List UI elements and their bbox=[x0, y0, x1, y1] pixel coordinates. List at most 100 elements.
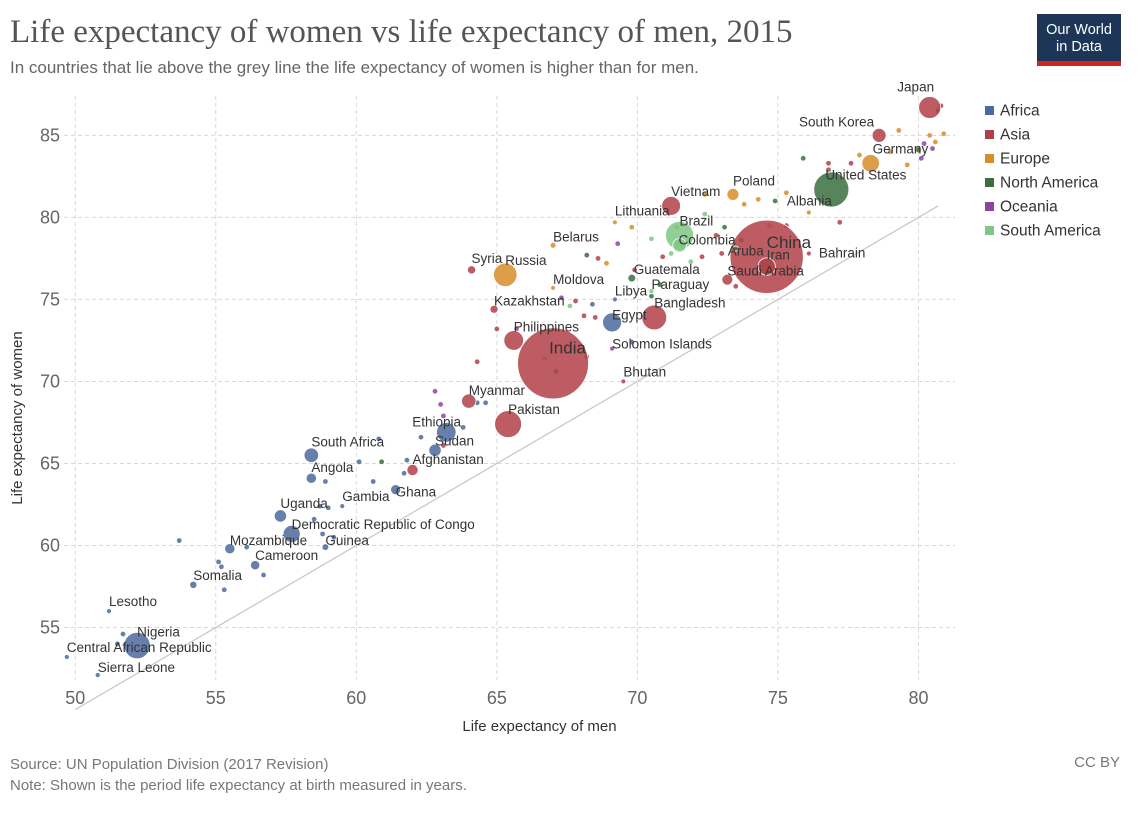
data-point[interactable] bbox=[370, 479, 376, 484]
data-point[interactable] bbox=[805, 250, 812, 257]
data-point[interactable] bbox=[432, 388, 438, 394]
data-point[interactable] bbox=[772, 198, 778, 204]
data-point[interactable] bbox=[436, 422, 457, 443]
data-point[interactable] bbox=[713, 233, 719, 238]
data-point[interactable] bbox=[106, 608, 112, 615]
data-point[interactable] bbox=[261, 572, 266, 578]
data-point[interactable] bbox=[581, 313, 587, 319]
data-point[interactable] bbox=[848, 160, 854, 166]
data-point[interactable] bbox=[123, 631, 151, 660]
data-point[interactable] bbox=[726, 187, 740, 201]
data-point[interactable] bbox=[406, 463, 419, 477]
data-point[interactable] bbox=[826, 167, 831, 173]
data-point[interactable] bbox=[305, 472, 317, 484]
data-point[interactable] bbox=[661, 196, 681, 216]
data-point[interactable] bbox=[331, 534, 337, 540]
data-point[interactable] bbox=[927, 132, 933, 138]
data-point[interactable] bbox=[503, 330, 524, 351]
data-point[interactable] bbox=[757, 257, 776, 276]
data-point[interactable] bbox=[489, 304, 499, 314]
data-point[interactable] bbox=[918, 155, 924, 161]
data-point[interactable] bbox=[474, 359, 480, 365]
data-point[interactable] bbox=[404, 457, 410, 463]
data-point[interactable] bbox=[460, 424, 466, 430]
data-point[interactable] bbox=[612, 296, 618, 303]
data-point[interactable] bbox=[783, 190, 789, 196]
license-link[interactable]: CC BY bbox=[1074, 754, 1120, 771]
legend-item-north-america[interactable]: North America bbox=[985, 175, 1099, 192]
data-point[interactable] bbox=[461, 393, 477, 409]
data-point[interactable] bbox=[466, 265, 477, 275]
data-point[interactable] bbox=[918, 96, 942, 119]
data-point[interactable] bbox=[356, 459, 362, 465]
data-point[interactable] bbox=[688, 259, 694, 265]
data-point[interactable] bbox=[221, 587, 227, 593]
data-point[interactable] bbox=[904, 162, 910, 168]
data-point[interactable] bbox=[921, 141, 927, 146]
data-point[interactable] bbox=[649, 293, 654, 299]
data-point[interactable] bbox=[224, 543, 236, 555]
data-point[interactable] bbox=[595, 256, 601, 261]
data-point[interactable] bbox=[311, 516, 317, 522]
data-point[interactable] bbox=[649, 236, 654, 242]
data-point[interactable] bbox=[657, 282, 663, 288]
data-point[interactable] bbox=[729, 219, 804, 294]
data-point[interactable] bbox=[514, 326, 519, 332]
data-point[interactable] bbox=[494, 410, 522, 438]
data-point[interactable] bbox=[550, 285, 556, 291]
data-point[interactable] bbox=[483, 400, 489, 406]
data-point[interactable] bbox=[648, 288, 655, 295]
data-point[interactable] bbox=[250, 560, 261, 571]
data-point[interactable] bbox=[699, 254, 705, 260]
data-point[interactable] bbox=[702, 192, 708, 197]
data-point[interactable] bbox=[741, 201, 747, 207]
data-point[interactable] bbox=[755, 196, 761, 202]
data-point[interactable] bbox=[941, 131, 947, 137]
data-point[interactable] bbox=[339, 503, 346, 510]
legend-item-europe[interactable]: Europe bbox=[985, 151, 1050, 168]
data-point[interactable] bbox=[592, 315, 598, 320]
data-point[interactable] bbox=[493, 262, 518, 287]
data-point[interactable] bbox=[379, 459, 385, 465]
data-point[interactable] bbox=[584, 252, 590, 258]
data-point[interactable] bbox=[930, 146, 935, 151]
data-point[interactable] bbox=[63, 654, 70, 660]
data-point[interactable] bbox=[176, 538, 182, 543]
data-point[interactable] bbox=[805, 209, 812, 216]
data-point[interactable] bbox=[871, 127, 887, 143]
data-point[interactable] bbox=[602, 312, 622, 333]
data-point[interactable] bbox=[94, 672, 101, 679]
legend-item-asia[interactable]: Asia bbox=[985, 127, 1031, 144]
data-point[interactable] bbox=[401, 470, 407, 476]
legend-item-africa[interactable]: Africa bbox=[985, 103, 1040, 120]
data-point[interactable] bbox=[494, 326, 500, 332]
data-point[interactable] bbox=[567, 303, 573, 309]
legend-item-oceania[interactable]: Oceania bbox=[985, 199, 1058, 216]
data-point[interactable] bbox=[549, 241, 557, 249]
data-point[interactable] bbox=[721, 273, 734, 286]
data-point[interactable] bbox=[887, 149, 893, 155]
data-point[interactable] bbox=[573, 298, 578, 304]
data-point[interactable] bbox=[609, 345, 615, 352]
data-point[interactable] bbox=[632, 267, 637, 273]
data-point[interactable] bbox=[627, 273, 637, 283]
data-point[interactable] bbox=[418, 434, 424, 440]
data-point[interactable] bbox=[733, 283, 739, 289]
data-point[interactable] bbox=[320, 531, 325, 537]
data-point[interactable] bbox=[620, 378, 627, 385]
data-point[interactable] bbox=[282, 525, 301, 543]
data-point[interactable] bbox=[837, 219, 843, 225]
data-point[interactable] bbox=[722, 224, 727, 230]
data-point[interactable] bbox=[629, 339, 635, 345]
data-point[interactable] bbox=[932, 139, 938, 145]
data-point[interactable] bbox=[321, 543, 330, 551]
data-point[interactable] bbox=[216, 559, 221, 565]
data-point[interactable] bbox=[604, 260, 609, 266]
data-point[interactable] bbox=[390, 484, 402, 496]
data-point[interactable] bbox=[813, 171, 850, 208]
data-point[interactable] bbox=[559, 295, 564, 301]
data-point[interactable] bbox=[441, 413, 446, 419]
data-point[interactable] bbox=[641, 304, 668, 331]
data-point[interactable] bbox=[244, 544, 250, 550]
data-point[interactable] bbox=[322, 479, 328, 484]
